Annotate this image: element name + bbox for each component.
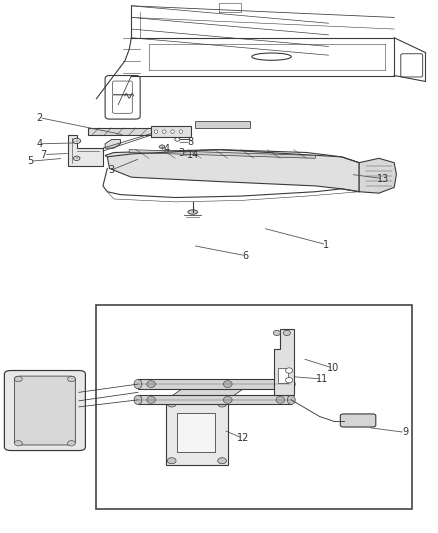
Polygon shape (359, 158, 396, 193)
Text: 3: 3 (109, 165, 115, 175)
Bar (138, 395, 291, 405)
Ellipse shape (14, 441, 22, 446)
Bar (96, 305, 412, 508)
Ellipse shape (283, 330, 290, 336)
Polygon shape (88, 128, 155, 135)
Ellipse shape (154, 130, 158, 133)
Text: 4: 4 (163, 144, 170, 154)
Text: 1: 1 (323, 240, 329, 249)
Text: 13: 13 (377, 174, 389, 184)
Text: 11: 11 (316, 374, 328, 384)
Polygon shape (105, 140, 120, 148)
Ellipse shape (188, 210, 198, 214)
Ellipse shape (218, 401, 226, 407)
Text: 9: 9 (402, 427, 408, 438)
Ellipse shape (276, 397, 285, 403)
Bar (151, 126, 191, 136)
Ellipse shape (218, 458, 226, 464)
Ellipse shape (134, 395, 142, 405)
Ellipse shape (167, 458, 176, 464)
Polygon shape (166, 400, 228, 465)
Text: 5: 5 (28, 156, 34, 166)
Text: 6: 6 (242, 251, 248, 261)
Ellipse shape (73, 156, 80, 160)
Polygon shape (129, 150, 315, 158)
FancyBboxPatch shape (340, 414, 376, 427)
Text: 8: 8 (187, 138, 194, 147)
Ellipse shape (286, 377, 293, 383)
Ellipse shape (171, 130, 174, 133)
Ellipse shape (14, 376, 22, 382)
Ellipse shape (134, 379, 142, 389)
Polygon shape (166, 387, 245, 400)
Ellipse shape (67, 441, 75, 446)
Ellipse shape (223, 397, 232, 403)
Ellipse shape (67, 376, 75, 382)
Bar (278, 368, 288, 383)
Ellipse shape (286, 368, 293, 373)
Polygon shape (105, 150, 359, 192)
Ellipse shape (159, 145, 165, 148)
Text: 12: 12 (237, 433, 249, 443)
Ellipse shape (276, 381, 285, 387)
Ellipse shape (147, 381, 155, 387)
Polygon shape (274, 329, 294, 395)
Ellipse shape (287, 395, 295, 405)
FancyBboxPatch shape (14, 376, 75, 445)
Text: 4: 4 (36, 139, 42, 149)
Text: 3: 3 (179, 148, 185, 158)
Ellipse shape (147, 397, 155, 403)
Ellipse shape (175, 138, 180, 141)
Ellipse shape (162, 130, 166, 133)
Ellipse shape (179, 130, 183, 133)
Polygon shape (68, 135, 103, 166)
Text: 14: 14 (187, 150, 199, 159)
Text: 7: 7 (41, 150, 47, 159)
Bar (177, 413, 215, 452)
Bar (195, 121, 250, 128)
Text: 2: 2 (36, 112, 42, 123)
Ellipse shape (223, 381, 232, 387)
Bar (138, 379, 291, 389)
FancyBboxPatch shape (4, 370, 85, 450)
Ellipse shape (167, 401, 176, 407)
Ellipse shape (273, 330, 280, 336)
Text: 10: 10 (327, 363, 339, 373)
Ellipse shape (287, 379, 295, 389)
Ellipse shape (73, 138, 81, 143)
